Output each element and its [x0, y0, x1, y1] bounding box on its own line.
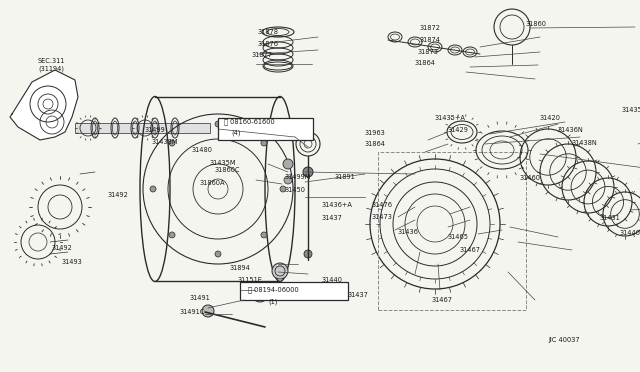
Circle shape	[169, 140, 175, 146]
Circle shape	[215, 251, 221, 257]
Circle shape	[284, 176, 292, 184]
Text: 31438M: 31438M	[152, 139, 179, 145]
Text: 31435M: 31435M	[210, 160, 237, 166]
Text: 31491: 31491	[190, 295, 211, 301]
Text: 31860A: 31860A	[200, 180, 225, 186]
Text: 31435+A: 31435+A	[435, 115, 466, 121]
Text: 31492: 31492	[108, 192, 129, 198]
Text: 31460: 31460	[520, 175, 541, 181]
Circle shape	[304, 250, 312, 258]
Text: (1): (1)	[268, 299, 277, 305]
Text: 31877: 31877	[252, 52, 273, 58]
Text: 31450: 31450	[285, 187, 306, 193]
Polygon shape	[10, 70, 78, 140]
Text: 31492: 31492	[52, 245, 73, 251]
Circle shape	[261, 140, 267, 146]
Text: 31429: 31429	[448, 127, 469, 133]
Text: 31420: 31420	[540, 115, 561, 121]
Text: 31465: 31465	[448, 234, 469, 240]
Text: 31438N: 31438N	[572, 140, 598, 146]
Text: 31894: 31894	[230, 265, 251, 271]
Text: 31963: 31963	[365, 130, 386, 136]
Bar	[75, 123, 210, 133]
Bar	[240, 282, 348, 300]
Text: 31860C: 31860C	[215, 167, 241, 173]
Text: 31864: 31864	[415, 60, 436, 66]
Text: 31437: 31437	[322, 215, 343, 221]
Text: 31480: 31480	[192, 147, 213, 153]
Bar	[378, 152, 526, 310]
Text: 31440D: 31440D	[620, 230, 640, 236]
Text: 31873: 31873	[418, 49, 439, 55]
Text: SEC.311
(31194): SEC.311 (31194)	[38, 58, 65, 72]
Text: 31436N: 31436N	[558, 127, 584, 133]
Circle shape	[202, 305, 214, 317]
Text: 31499M: 31499M	[285, 174, 312, 180]
Circle shape	[280, 186, 286, 192]
Text: 31860: 31860	[526, 21, 547, 27]
Text: 31491C: 31491C	[180, 309, 205, 315]
Text: 31435: 31435	[622, 107, 640, 113]
Text: 31431: 31431	[600, 215, 621, 221]
Circle shape	[215, 121, 221, 127]
Bar	[218, 118, 313, 140]
Circle shape	[169, 232, 175, 238]
Circle shape	[150, 186, 156, 192]
Text: (4): (4)	[231, 130, 241, 136]
Text: 31437: 31437	[348, 292, 369, 298]
Text: Ⓑ 08194-06000: Ⓑ 08194-06000	[248, 287, 299, 293]
Circle shape	[303, 167, 313, 177]
Text: 31891: 31891	[335, 174, 356, 180]
Text: 31436: 31436	[398, 229, 419, 235]
Circle shape	[261, 232, 267, 238]
Text: 31874: 31874	[420, 37, 441, 43]
Text: 31436+A: 31436+A	[322, 202, 353, 208]
Text: 31151E: 31151E	[238, 277, 263, 283]
Text: 31876: 31876	[258, 41, 279, 47]
Text: 31872: 31872	[420, 25, 441, 31]
Circle shape	[252, 286, 268, 302]
Text: JIC 40037: JIC 40037	[548, 337, 580, 343]
Circle shape	[283, 159, 293, 169]
Text: 31467: 31467	[460, 247, 481, 253]
Text: 31467: 31467	[432, 297, 453, 303]
Text: Ⓑ 08160-61600: Ⓑ 08160-61600	[224, 119, 275, 125]
Text: 31493: 31493	[62, 259, 83, 265]
Text: 31476: 31476	[372, 202, 393, 208]
Circle shape	[272, 263, 288, 279]
Text: 31440: 31440	[322, 277, 343, 283]
Text: 31499: 31499	[145, 127, 166, 133]
Text: 31864: 31864	[365, 141, 386, 147]
Text: 31473: 31473	[372, 214, 393, 220]
Text: 31878: 31878	[258, 29, 279, 35]
